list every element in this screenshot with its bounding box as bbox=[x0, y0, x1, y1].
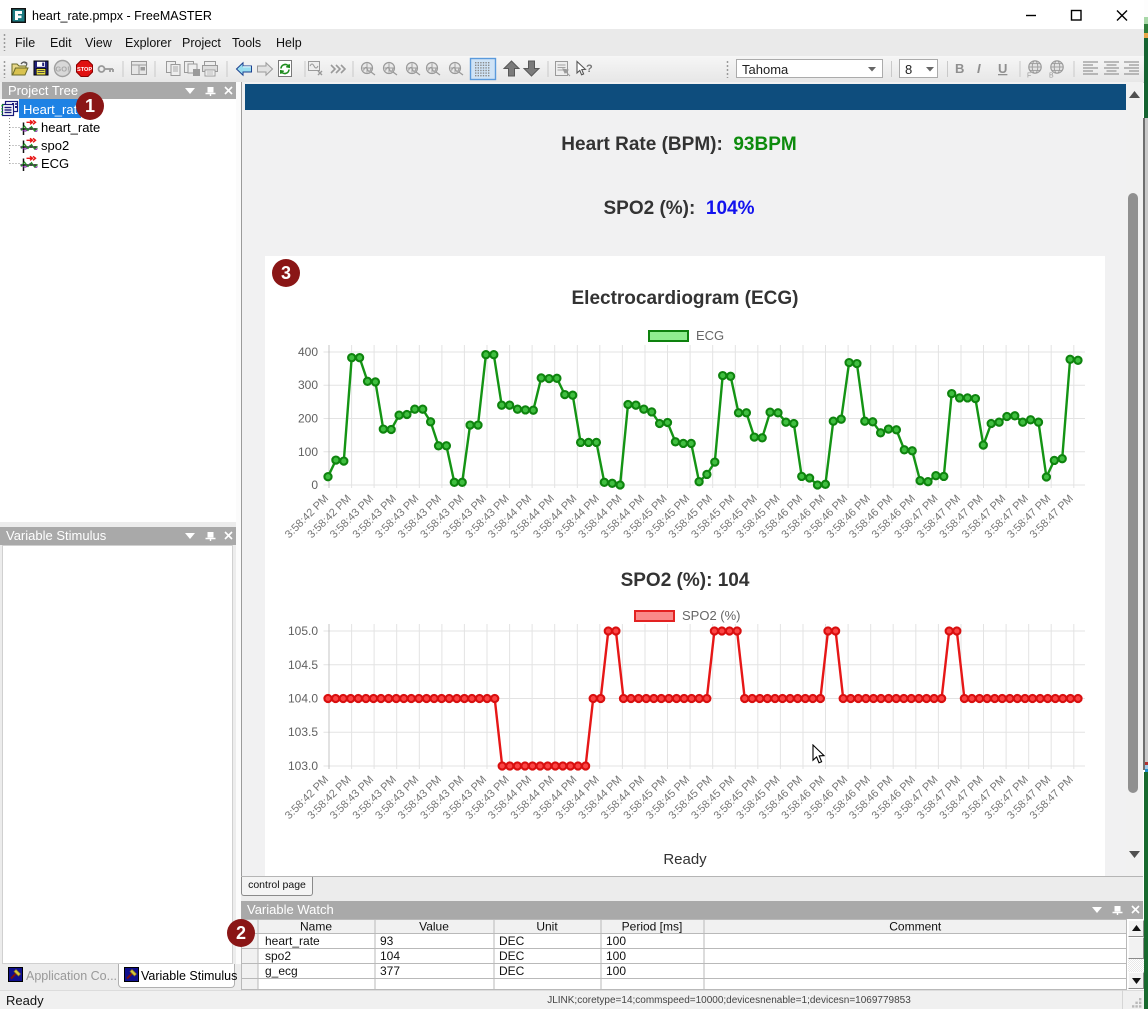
svg-text:?: ? bbox=[586, 63, 593, 75]
svg-text:DEC: DEC bbox=[499, 934, 525, 948]
svg-text:g_ecg: g_ecg bbox=[265, 964, 298, 978]
svg-text:U: U bbox=[998, 61, 1007, 76]
svg-text:DEC: DEC bbox=[499, 964, 525, 978]
svg-text:93: 93 bbox=[380, 934, 394, 948]
svg-text:heart_rate: heart_rate bbox=[265, 934, 320, 948]
svg-text:spo2: spo2 bbox=[265, 949, 291, 963]
svg-text:GO!: GO! bbox=[55, 65, 69, 74]
svg-text:F: F bbox=[1027, 73, 1031, 80]
svg-text:B: B bbox=[955, 61, 964, 76]
svg-text:100: 100 bbox=[606, 934, 626, 948]
svg-text:STOP: STOP bbox=[77, 67, 92, 73]
svg-text:Unit: Unit bbox=[536, 920, 558, 934]
svg-text:DEC: DEC bbox=[499, 949, 525, 963]
svg-text:377: 377 bbox=[380, 964, 400, 978]
svg-text:100: 100 bbox=[606, 949, 626, 963]
svg-text:104: 104 bbox=[380, 949, 400, 963]
svg-text:I: I bbox=[977, 61, 981, 76]
svg-text:100: 100 bbox=[606, 964, 626, 978]
svg-text:Comment: Comment bbox=[889, 920, 942, 934]
svg-text:B: B bbox=[1049, 73, 1054, 80]
svg-text:Value: Value bbox=[419, 920, 449, 934]
svg-text:Period [ms]: Period [ms] bbox=[622, 920, 683, 934]
svg-text:Name: Name bbox=[300, 920, 332, 934]
